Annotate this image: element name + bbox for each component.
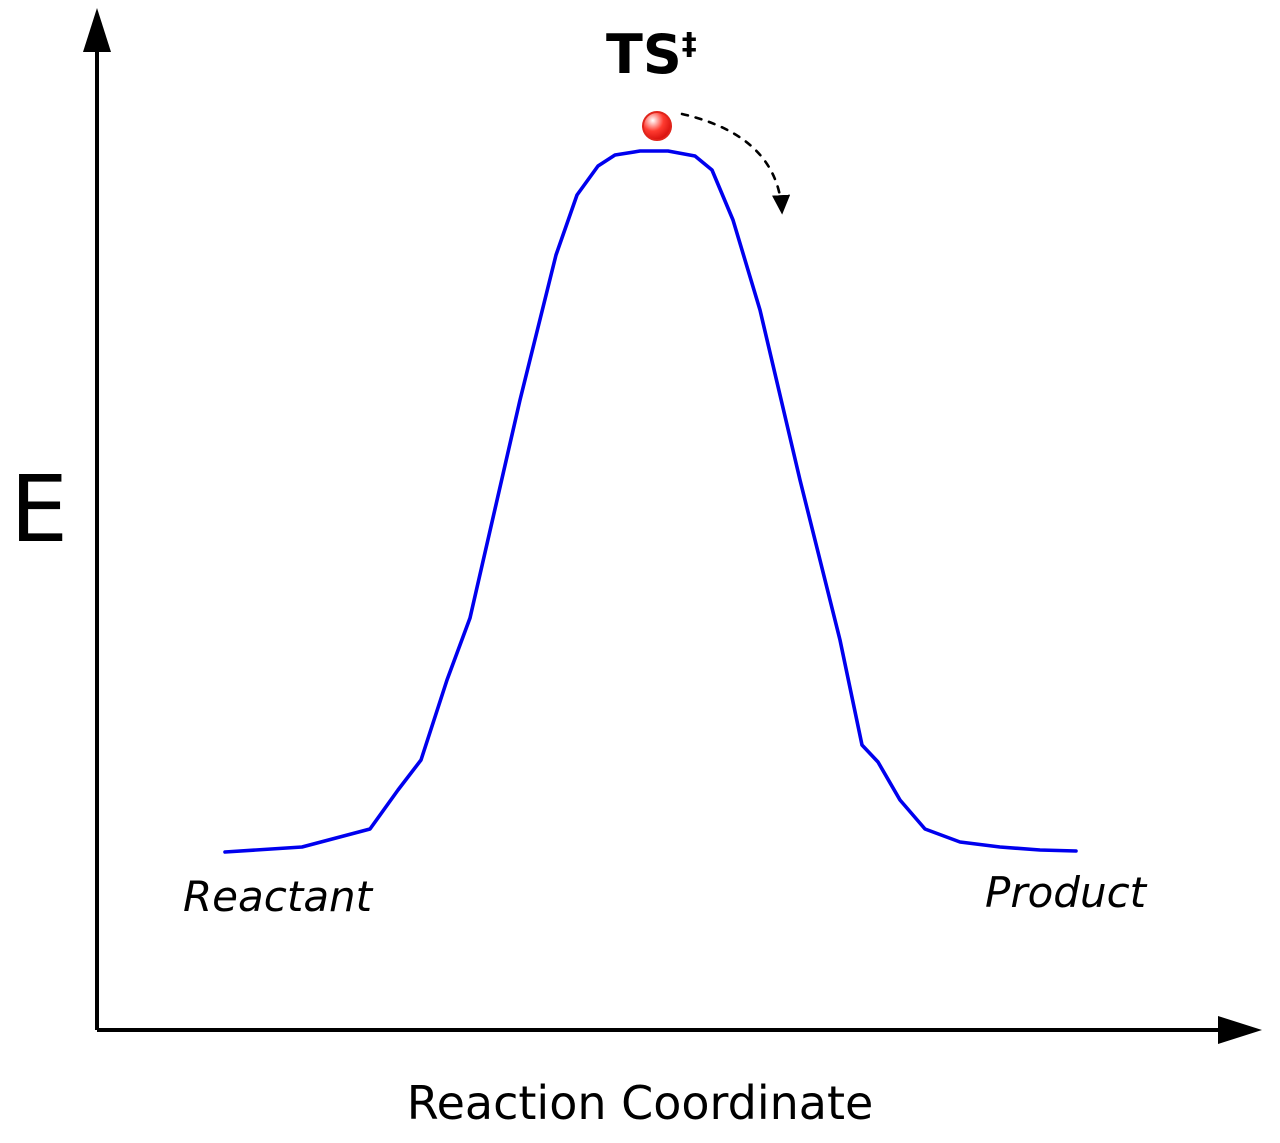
descent-dashed-arrow-icon <box>680 112 791 215</box>
double-dagger-symbol: ‡ <box>681 27 697 62</box>
x-axis-label: Reaction Coordinate <box>406 1076 874 1130</box>
transition-state-label-text: TS <box>606 23 682 86</box>
energy-curve <box>223 149 1078 854</box>
x-axis-arrowhead-icon <box>1218 1016 1262 1044</box>
transition-state-label: TS‡ <box>606 28 697 82</box>
y-axis-label: E <box>10 456 69 563</box>
y-axis-arrowhead-icon <box>83 8 111 52</box>
ts-ball-icon <box>642 111 672 141</box>
reactant-label: Reactant <box>183 872 373 921</box>
product-label: Product <box>985 868 1147 917</box>
